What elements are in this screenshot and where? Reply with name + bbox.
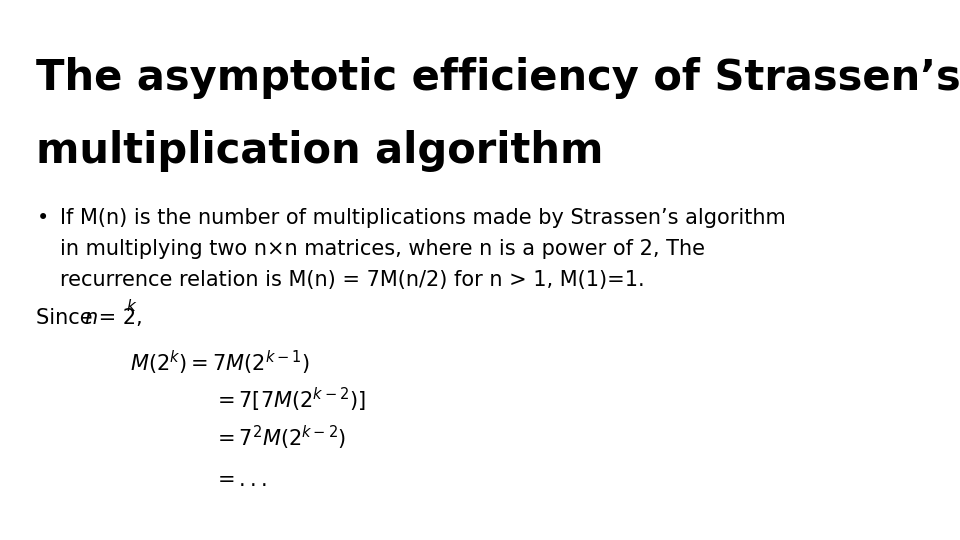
Text: $= \mathit{...}$: $= \mathit{...}$ (213, 470, 267, 490)
Text: $= 7^2\mathit{M}(2^{k-2})$: $= 7^2\mathit{M}(2^{k-2})$ (213, 424, 347, 452)
Text: k: k (127, 299, 135, 314)
Text: Since: Since (36, 308, 100, 328)
Text: = 2: = 2 (92, 308, 136, 328)
Text: •: • (36, 208, 49, 228)
Text: in multiplying two n×n matrices, where n is a power of 2, The: in multiplying two n×n matrices, where n… (60, 239, 706, 259)
Text: recurrence relation is M(n) = 7M(n/2) for n > 1, M(1)=1.: recurrence relation is M(n) = 7M(n/2) fo… (60, 270, 645, 290)
Text: If M(n) is the number of multiplications made by Strassen’s algorithm: If M(n) is the number of multiplications… (60, 208, 786, 228)
Text: The asymptotic efficiency of Strassen’s matrix: The asymptotic efficiency of Strassen’s … (36, 57, 960, 99)
Text: ,: , (135, 308, 142, 328)
Text: n: n (84, 308, 98, 328)
Text: $= 7[7\mathit{M}(2^{k-2})]$: $= 7[7\mathit{M}(2^{k-2})]$ (213, 386, 366, 414)
Text: multiplication algorithm: multiplication algorithm (36, 130, 604, 172)
Text: $\mathit{M}(2^k) = 7\mathit{M}(2^{k-1})$: $\mathit{M}(2^k) = 7\mathit{M}(2^{k-1})$ (130, 348, 310, 376)
